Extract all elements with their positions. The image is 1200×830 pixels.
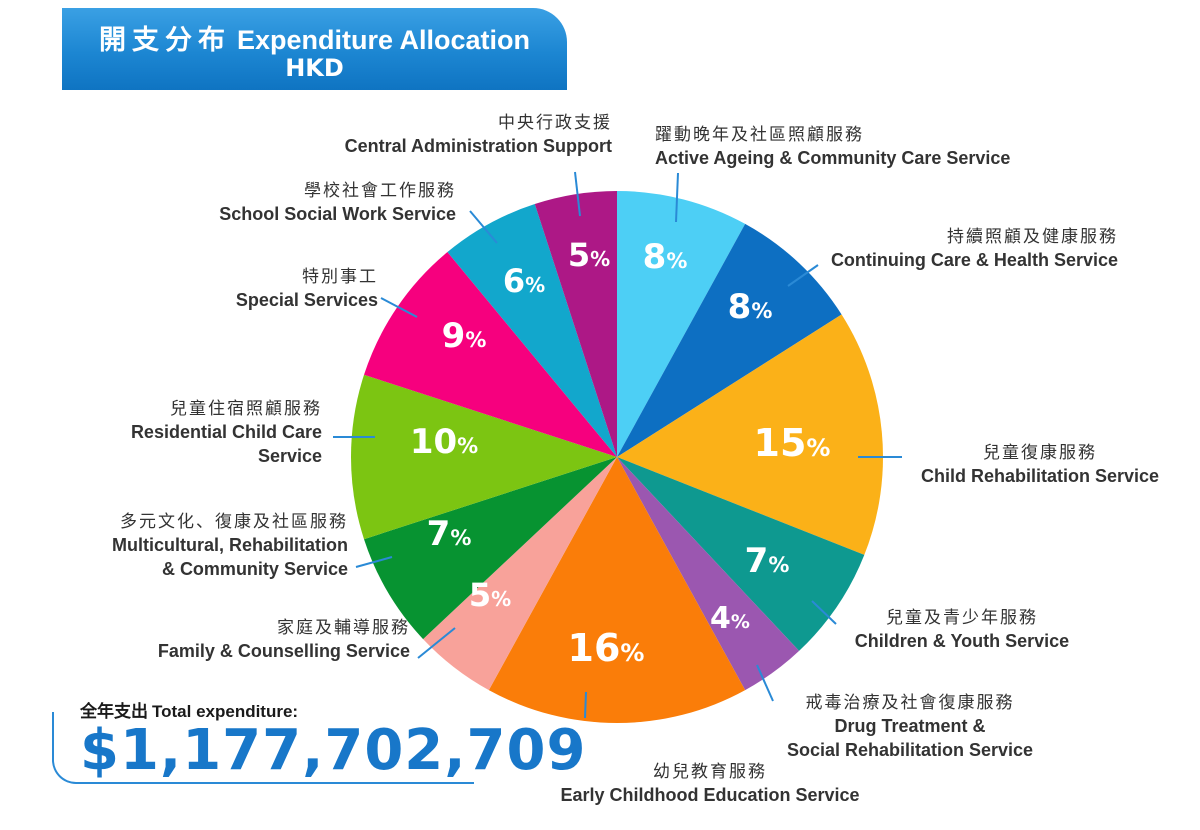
slice-percent-label: 8% xyxy=(643,237,688,277)
chart-title-en: Expenditure Allocation xyxy=(236,25,531,55)
pie-slice xyxy=(364,252,617,457)
pie-slice xyxy=(364,457,617,640)
slice-category-label: 學校社會工作服務 School Social Work Service xyxy=(219,181,456,224)
slice-label-zh: 中央行政支援 xyxy=(498,113,612,133)
leader-line xyxy=(756,664,774,702)
slice-category-label: 兒童住宿照顧服務 Residential Child Care Service xyxy=(131,399,322,466)
slice-label-zh: 學校社會工作服務 xyxy=(304,181,456,201)
pie-slice xyxy=(617,223,842,457)
slice-label-en: Special Services xyxy=(236,290,378,310)
slice-percent-label: 16% xyxy=(568,626,645,670)
slice-label-zh: 持續照顧及健康服務 xyxy=(947,227,1118,247)
slice-category-label: 幼兒教育服務 Early Childhood Education Service xyxy=(560,762,859,805)
slice-label-zh: 幼兒教育服務 xyxy=(653,762,767,782)
total-label: 全年支出 Total expenditure: xyxy=(80,697,298,722)
pie-slice xyxy=(423,457,617,691)
total-label-zh: 全年支出 xyxy=(80,702,148,722)
leader-line xyxy=(469,210,498,244)
slice-label-en: School Social Work Service xyxy=(219,204,456,224)
header-banner: 開支分布 Expenditure Allocation HKD xyxy=(62,8,567,90)
pie-slice xyxy=(617,457,800,691)
slice-label-en: Early Childhood Education Service xyxy=(560,785,859,805)
slice-label-zh: 躍動晚年及社區照顧服務 xyxy=(655,125,864,145)
leader-line xyxy=(675,172,679,223)
total-label-en: Total expenditure: xyxy=(152,702,299,721)
pie-slice xyxy=(351,374,617,540)
slice-percent-label: 5% xyxy=(568,236,610,274)
total-bracket xyxy=(52,712,474,784)
slice-label-en: Child Rehabilitation Service xyxy=(921,466,1159,486)
leader-line xyxy=(355,556,393,568)
slice-category-label: 兒童及青少年服務 Children & Youth Service xyxy=(855,608,1069,651)
total-value: $1,177,702,709 xyxy=(80,718,587,783)
slice-category-label: 特別事工 Special Services xyxy=(236,267,378,310)
slice-label-en: Active Ageing & Community Care Service xyxy=(655,148,1010,168)
slice-percent-label: 8% xyxy=(728,287,773,327)
slice-label-zh: 多元文化、復康及社區服務 xyxy=(120,512,348,532)
leader-line xyxy=(584,691,587,719)
slice-label-en: Continuing Care & Health Service xyxy=(831,250,1118,270)
slice-label-en: Central Administration Support xyxy=(345,136,612,156)
slice-label-en: Family & Counselling Service xyxy=(158,641,410,661)
slice-percent-label: 7% xyxy=(745,541,790,581)
chart-title: 開支分布 Expenditure Allocation xyxy=(62,18,567,57)
leader-line xyxy=(787,264,819,287)
pie-slice xyxy=(617,191,746,457)
slice-label-zh: 特別事工 xyxy=(302,267,378,287)
slice-label-zh: 家庭及輔導服務 xyxy=(277,618,410,638)
leader-line xyxy=(574,171,581,217)
chart-title-zh: 開支分布 xyxy=(98,25,231,56)
slice-label-en: Children & Youth Service xyxy=(855,631,1069,651)
slice-label-zh: 兒童復康服務 xyxy=(983,443,1097,463)
slice-category-label: 家庭及輔導服務 Family & Counselling Service xyxy=(158,618,410,661)
slice-percent-label: 7% xyxy=(427,514,472,554)
slice-label-en: Multicultural, Rehabilitation xyxy=(112,535,348,555)
slice-category-label: 多元文化、復康及社區服務 Multicultural, Rehabilitatio… xyxy=(112,512,348,579)
slice-label-en: & Community Service xyxy=(162,559,348,579)
slice-percent-label: 9% xyxy=(442,316,487,356)
pie-slice xyxy=(534,191,617,457)
pie-slice xyxy=(617,314,883,555)
slice-label-en: Residential Child Care xyxy=(131,422,322,442)
slice-percent-label: 6% xyxy=(503,262,545,300)
pie-slice xyxy=(488,457,746,724)
slice-label-en: Drug Treatment & xyxy=(834,716,985,736)
slice-label-zh: 兒童住宿照顧服務 xyxy=(170,399,322,419)
slice-category-label: 戒毒治療及社會復康服務 Drug Treatment & Social Rehabi… xyxy=(787,693,1033,760)
slice-label-en: Social Rehabilitation Service xyxy=(787,740,1033,760)
slice-label-zh: 兒童及青少年服務 xyxy=(886,608,1038,628)
leader-line xyxy=(811,600,837,625)
slice-category-label: 躍動晚年及社區照顧服務 Active Ageing & Community Car… xyxy=(655,125,1010,168)
slice-category-label: 中央行政支援 Central Administration Support xyxy=(345,113,612,156)
pie-slice xyxy=(447,204,617,457)
slice-percent-label: 5% xyxy=(469,576,511,614)
slice-percent-label: 15% xyxy=(754,421,831,465)
leader-line xyxy=(380,297,418,318)
slice-percent-label: 10% xyxy=(410,422,478,462)
pie-slice xyxy=(617,457,865,651)
slice-label-zh: 戒毒治療及社會復康服務 xyxy=(806,693,1015,713)
leader-line xyxy=(417,627,456,659)
slice-percent-label: 4% xyxy=(710,601,750,636)
slice-category-label: 持續照顧及健康服務 Continuing Care & Health Servic… xyxy=(831,227,1118,270)
slice-category-label: 兒童復康服務 Child Rehabilitation Service xyxy=(921,443,1159,486)
slice-label-en: Service xyxy=(258,446,322,466)
chart-subtitle: HKD xyxy=(285,54,344,82)
